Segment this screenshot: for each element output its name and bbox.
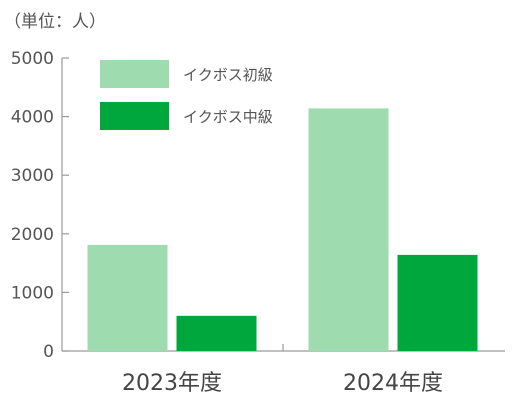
x-category-label: 2024年度	[343, 371, 443, 396]
y-tick-label: 2000	[11, 225, 54, 245]
unit-note: （単位：人）	[4, 12, 106, 32]
bars	[87, 108, 478, 352]
y-tick-label: 1000	[11, 283, 54, 303]
y-tick-label: 0	[43, 342, 54, 362]
axes: 0 1000 2000 3000 4000 5000 2023年度 2024年度	[11, 49, 505, 396]
bar-intermediate-0	[176, 315, 257, 351]
legend-label: イクボス中級	[183, 108, 273, 126]
bar-beginner-1	[308, 108, 389, 352]
bar-intermediate-1	[397, 254, 478, 351]
y-tick-label: 4000	[11, 108, 54, 128]
legend-swatch	[100, 102, 169, 130]
y-tick-label: 5000	[11, 49, 54, 69]
legend-label: イクボス初級	[183, 66, 273, 84]
legend-swatch	[100, 60, 169, 88]
x-category-label: 2023年度	[122, 371, 222, 396]
bar-beginner-0	[87, 244, 168, 351]
y-tick-label: 3000	[11, 166, 54, 186]
